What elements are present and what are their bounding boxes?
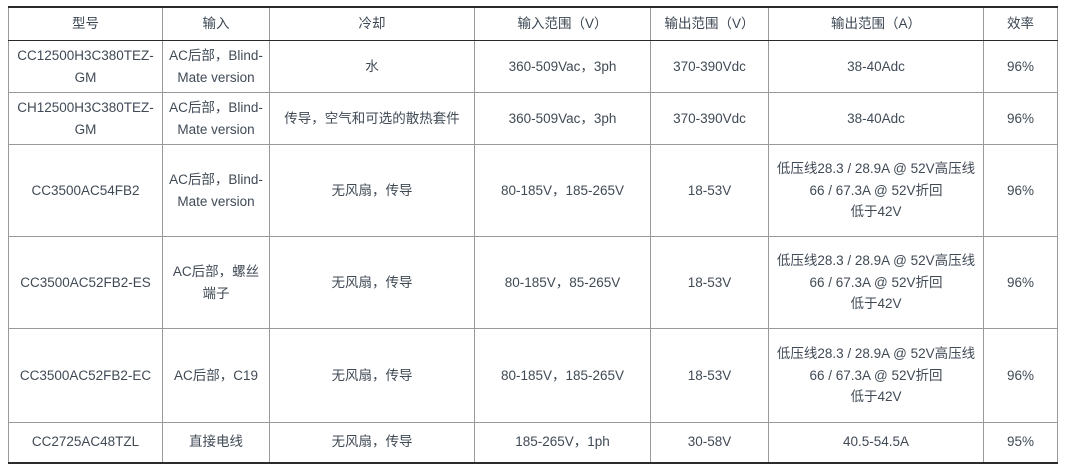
cell-model: CC2725AC48TZL xyxy=(8,422,163,463)
table-row: CC12500H3C380TEZ-GM AC后部，Blind-Mate vers… xyxy=(8,40,1058,93)
cell-output-range-a: 低压线28.3 / 28.9A @ 52V高压线 66 / 67.3A @ 52… xyxy=(768,328,984,423)
cell-input-range-v: 185-265V，1ph xyxy=(474,422,651,463)
cell-cooling: 无风扇，传导 xyxy=(269,144,475,237)
cell-output-range-a: 38-40Adc xyxy=(768,92,984,145)
table-row: CC3500AC54FB2 AC后部，Blind-Mate version 无风… xyxy=(8,144,1058,237)
column-header-efficiency: 效率 xyxy=(983,6,1058,41)
cell-model: CC3500AC54FB2 xyxy=(8,144,163,237)
column-header-input: 输入 xyxy=(162,6,270,41)
cell-input-range-v: 80-185V，185-265V xyxy=(474,328,651,423)
cell-input: AC后部，Blind-Mate version xyxy=(162,40,270,93)
column-header-cooling: 冷却 xyxy=(269,6,475,41)
cell-efficiency: 96% xyxy=(983,92,1058,145)
table-row: CC2725AC48TZL 直接电线 无风扇，传导 185-265V，1ph 3… xyxy=(8,422,1058,463)
cell-input: AC后部，Blind-Mate version xyxy=(162,92,270,145)
table-header-row: 型号 输入 冷却 输入范围（V） 输出范围（V） 输出范围（A） 效率 xyxy=(8,6,1058,41)
cell-output-range-a: 40.5-54.5A xyxy=(768,422,984,463)
cell-cooling: 水 xyxy=(269,40,475,93)
cell-input: AC后部，Blind-Mate version xyxy=(162,144,270,237)
table-row: CC3500AC52FB2-ES AC后部，螺丝端子 无风扇，传导 80-185… xyxy=(8,236,1058,329)
cell-input-range-v: 80-185V，185-265V xyxy=(474,144,651,237)
cell-output-range-a: 38-40Adc xyxy=(768,40,984,93)
cell-input: AC后部，C19 xyxy=(162,328,270,423)
cell-model: CC12500H3C380TEZ-GM xyxy=(8,40,163,93)
table-row: CC3500AC52FB2-EC AC后部，C19 无风扇，传导 80-185V… xyxy=(8,328,1058,423)
cell-efficiency: 95% xyxy=(983,422,1058,463)
cell-output-range-v: 370-390Vdc xyxy=(650,40,769,93)
cell-input-range-v: 360-509Vac，3ph xyxy=(474,92,651,145)
column-header-output-range-v: 输出范围（V） xyxy=(650,6,769,41)
cell-model: CH12500H3C380TEZ-GM xyxy=(8,92,163,145)
cell-output-range-a: 低压线28.3 / 28.9A @ 52V高压线 66 / 67.3A @ 52… xyxy=(768,236,984,329)
column-header-model: 型号 xyxy=(8,6,163,41)
cell-efficiency: 96% xyxy=(983,328,1058,423)
table-row: CH12500H3C380TEZ-GM AC后部，Blind-Mate vers… xyxy=(8,92,1058,145)
cell-output-range-v: 30-58V xyxy=(650,422,769,463)
cell-efficiency: 96% xyxy=(983,144,1058,237)
cell-input: AC后部，螺丝端子 xyxy=(162,236,270,329)
cell-model: CC3500AC52FB2-ES xyxy=(8,236,163,329)
cell-cooling: 无风扇，传导 xyxy=(269,236,475,329)
cell-input-range-v: 360-509Vac，3ph xyxy=(474,40,651,93)
cell-efficiency: 96% xyxy=(983,236,1058,329)
column-header-output-range-a: 输出范围（A） xyxy=(768,6,984,41)
cell-output-range-v: 18-53V xyxy=(650,144,769,237)
cell-input-range-v: 80-185V，85-265V xyxy=(474,236,651,329)
cell-output-range-v: 370-390Vdc xyxy=(650,92,769,145)
cell-output-range-v: 18-53V xyxy=(650,328,769,423)
cell-efficiency: 96% xyxy=(983,40,1058,93)
column-header-input-range-v: 输入范围（V） xyxy=(474,6,651,41)
cell-output-range-v: 18-53V xyxy=(650,236,769,329)
cell-model: CC3500AC52FB2-EC xyxy=(8,328,163,423)
cell-input: 直接电线 xyxy=(162,422,270,463)
power-supply-spec-table: 型号 输入 冷却 输入范围（V） 输出范围（V） 输出范围（A） 效率 CC12… xyxy=(8,6,1058,464)
cell-cooling: 无风扇，传导 xyxy=(269,422,475,463)
cell-cooling: 传导，空气和可选的散热套件 xyxy=(269,92,475,145)
cell-output-range-a: 低压线28.3 / 28.9A @ 52V高压线 66 / 67.3A @ 52… xyxy=(768,144,984,237)
cell-cooling: 无风扇，传导 xyxy=(269,328,475,423)
